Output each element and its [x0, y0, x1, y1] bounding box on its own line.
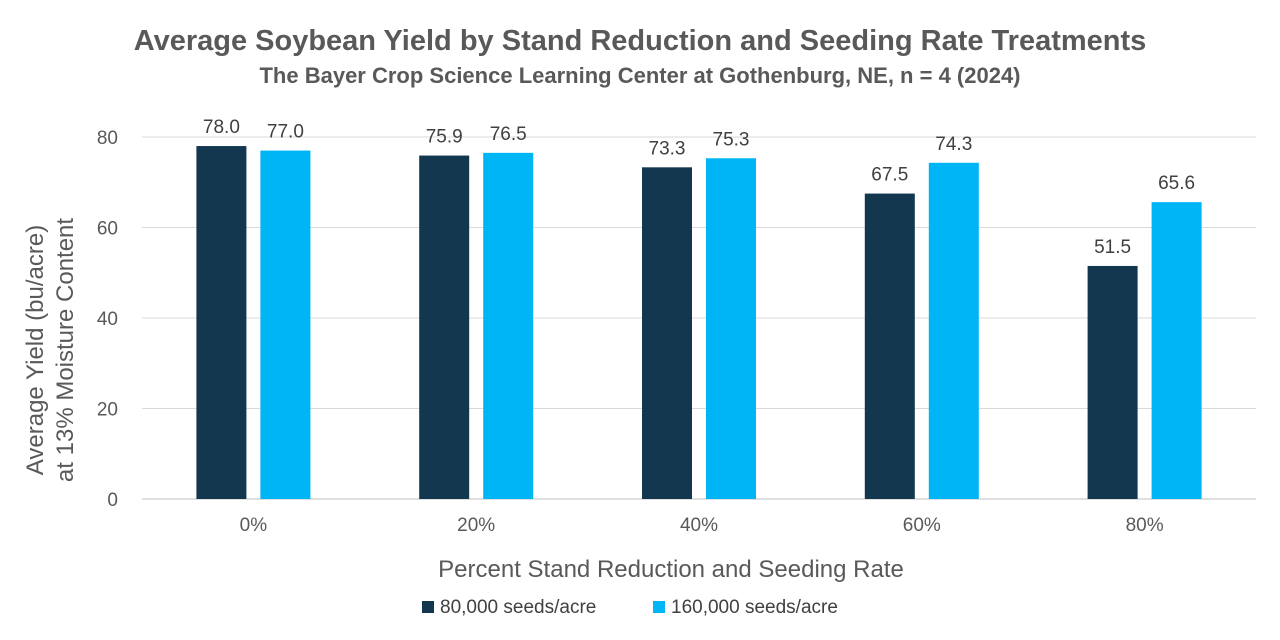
data-label: 73.3: [649, 138, 686, 159]
chart-subtitle: The Bayer Crop Science Learning Center a…: [259, 63, 1020, 88]
data-label: 67.5: [871, 165, 908, 186]
x-axis-ticks: 0% 20% 40% 60% 80%: [240, 515, 1164, 536]
x-tick-label: 0%: [240, 515, 268, 536]
x-tick-label: 40%: [680, 515, 718, 536]
bars: [196, 146, 1202, 500]
y-tick-label: 60: [97, 219, 118, 240]
legend-swatch-80k: [422, 601, 434, 613]
y-tick-label: 0: [107, 490, 118, 511]
bar-80k-40pct: [642, 167, 692, 499]
data-label: 78.0: [203, 117, 240, 138]
y-axis-title-line2: at 13% Moisture Content: [52, 218, 79, 482]
data-label: 51.5: [1094, 237, 1131, 258]
y-tick-label: 80: [97, 128, 118, 149]
data-label: 75.9: [426, 127, 463, 148]
bar-80k-80pct: [1087, 265, 1138, 499]
data-label: 75.3: [713, 129, 750, 150]
y-axis-ticks: 0 20 40 60 80: [97, 128, 118, 511]
legend: 80,000 seeds/acre 160,000 seeds/acre: [422, 597, 838, 618]
data-label: 65.6: [1158, 173, 1195, 194]
legend-swatch-160k: [653, 601, 665, 613]
bar-160k-20pct: [483, 152, 534, 499]
y-axis-title-line1: Average Yield (bu/acre): [22, 225, 49, 475]
chart-title: Average Soybean Yield by Stand Reduction…: [134, 25, 1147, 57]
bar-80k-60pct: [864, 193, 915, 499]
bar-160k-0pct: [260, 150, 311, 499]
gridlines: [142, 136, 1256, 500]
y-tick-label: 40: [97, 309, 118, 330]
y-tick-label: 20: [97, 400, 118, 421]
legend-label-80k: 80,000 seeds/acre: [440, 597, 596, 618]
data-label: 74.3: [935, 134, 972, 155]
bar-80k-20pct: [419, 155, 470, 500]
bar-160k-40pct: [706, 158, 756, 499]
bar-160k-60pct: [928, 162, 979, 500]
x-axis-title: Percent Stand Reduction and Seeding Rate: [438, 556, 904, 583]
data-labels: 78.0 77.0 75.9 76.5 73.3 75.3 67.5 74.3 51.5 65.6: [203, 117, 1195, 258]
data-label: 76.5: [490, 124, 527, 145]
x-tick-label: 60%: [903, 515, 941, 536]
legend-label-160k: 160,000 seeds/acre: [671, 597, 838, 618]
bar-80k-0pct: [196, 146, 247, 500]
x-tick-label: 80%: [1126, 515, 1164, 536]
x-tick-label: 20%: [457, 515, 495, 536]
bar-160k-80pct: [1151, 202, 1202, 499]
data-label: 77.0: [267, 122, 304, 143]
